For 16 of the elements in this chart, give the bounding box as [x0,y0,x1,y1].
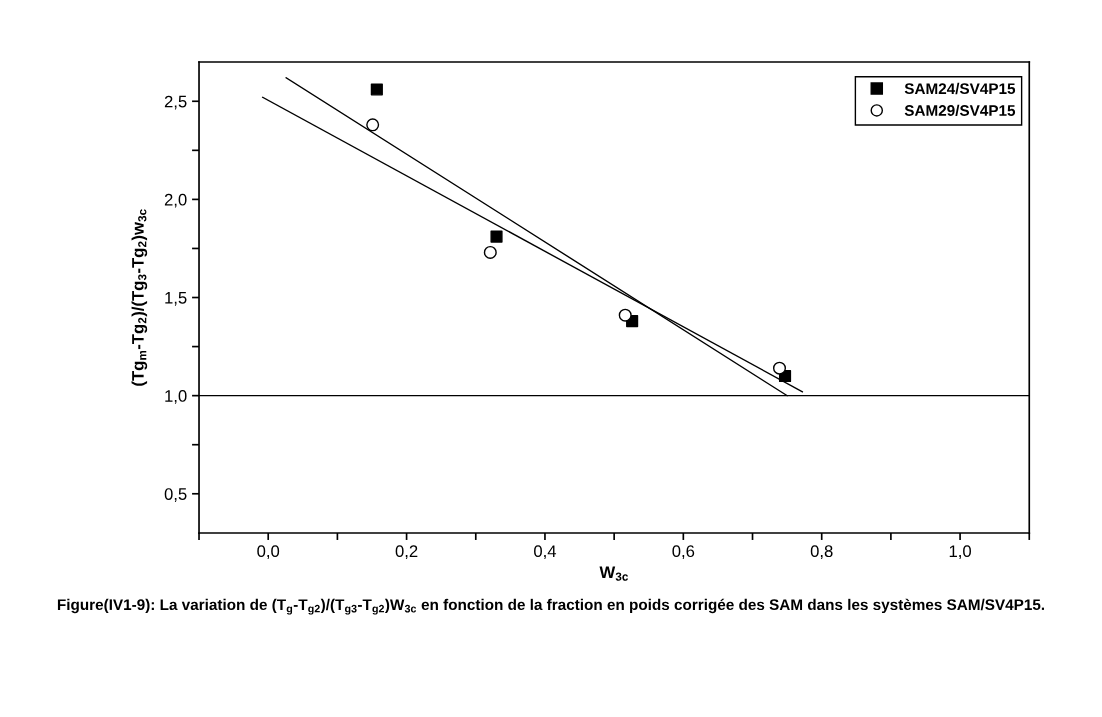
y-tick-label: 1,0 [165,390,187,404]
x-axis-title: W$_{3c}$ [599,566,628,581]
y-tick-label: 0,5 [164,488,187,502]
legend-label: SAM29/SV4P15 [904,104,1016,117]
x-tick-label: 0,6 [672,545,695,560]
y-tick-label: 2,5 [164,95,187,110]
x-tick-label: 0,0 [257,545,280,560]
x-tick-label: 1,0 [949,545,972,560]
text: Figure(IV1-9): La variation de (T$_{g}$-T$_{g2}$)/(T$_{g3}$-T$_{g2}$)W$_{3c}$ en fonction de la fraction en poids corrigée des SAM dans les systèmes SAM/SV4P15. [57,598,1045,615]
x-tick-label: 0,2 [395,545,418,560]
legend-label: SAM24/SV4P15 [904,82,1016,95]
text: (Tg$_{m}$-Tg$_{2}$)/(Tg$_{3}$-Tg$_{2}$)w$_{3c}$ [131,209,148,386]
y-tick-label: 1,5 [165,292,187,306]
y-tick-label: 2,0 [164,193,187,208]
x-tick-label: 0,4 [534,545,557,560]
x-tick-label: 0,8 [810,545,833,560]
